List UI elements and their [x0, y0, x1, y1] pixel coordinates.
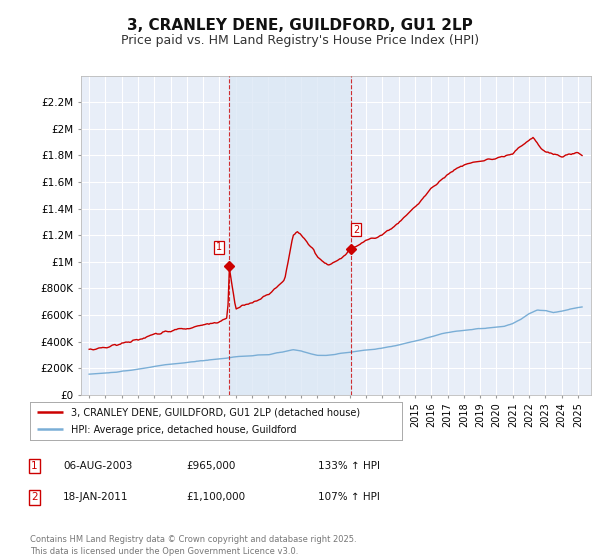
Text: 3, CRANLEY DENE, GUILDFORD, GU1 2LP (detached house): 3, CRANLEY DENE, GUILDFORD, GU1 2LP (det…: [71, 408, 360, 418]
Text: 2: 2: [31, 492, 38, 502]
Text: 133% ↑ HPI: 133% ↑ HPI: [318, 461, 380, 471]
Text: Price paid vs. HM Land Registry's House Price Index (HPI): Price paid vs. HM Land Registry's House …: [121, 34, 479, 46]
Text: 1: 1: [31, 461, 38, 471]
Text: Contains HM Land Registry data © Crown copyright and database right 2025.
This d: Contains HM Land Registry data © Crown c…: [30, 535, 356, 556]
Text: 3, CRANLEY DENE, GUILDFORD, GU1 2LP: 3, CRANLEY DENE, GUILDFORD, GU1 2LP: [127, 18, 473, 33]
Text: £1,100,000: £1,100,000: [186, 492, 245, 502]
Text: 06-AUG-2003: 06-AUG-2003: [63, 461, 133, 471]
Text: 107% ↑ HPI: 107% ↑ HPI: [318, 492, 380, 502]
Text: HPI: Average price, detached house, Guildford: HPI: Average price, detached house, Guil…: [71, 426, 296, 436]
Text: 1: 1: [216, 242, 222, 253]
Text: 18-JAN-2011: 18-JAN-2011: [63, 492, 128, 502]
Bar: [229, 76, 350, 395]
Text: 2: 2: [353, 225, 359, 235]
Text: £965,000: £965,000: [186, 461, 235, 471]
